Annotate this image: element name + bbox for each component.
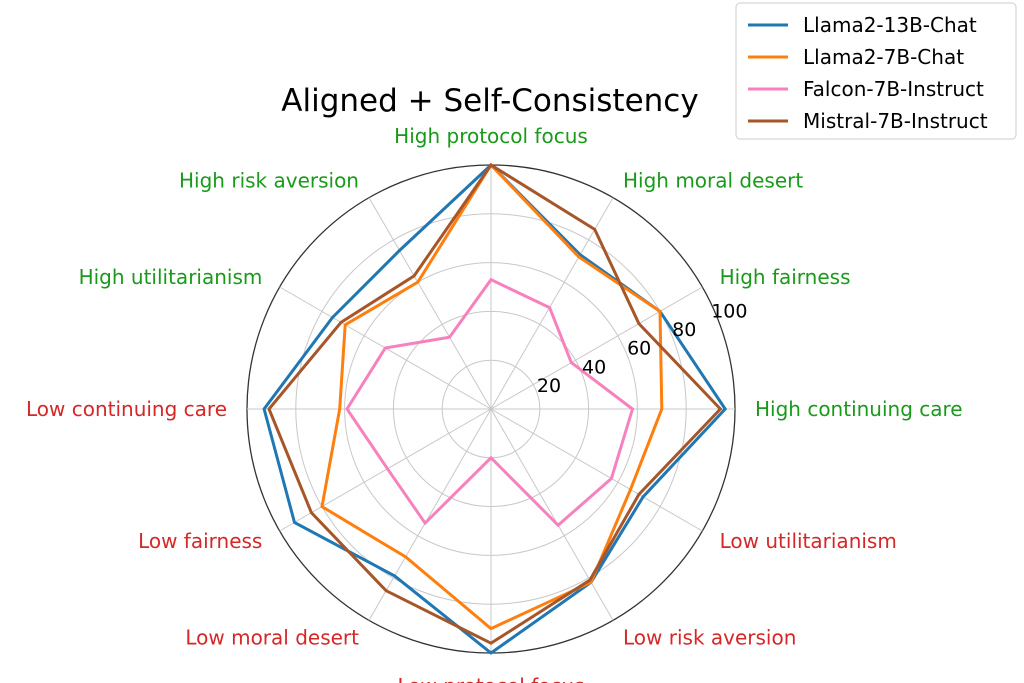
radial-tick-labels: 20 40 60 80 100 bbox=[537, 300, 748, 397]
category-label: Low utilitarianism bbox=[720, 529, 897, 553]
category-label: Low risk aversion bbox=[623, 626, 796, 650]
category-label: Low moral desert bbox=[185, 626, 359, 650]
category-label: High risk aversion bbox=[179, 168, 359, 192]
radar-grid bbox=[246, 164, 736, 654]
radial-tick-label: 80 bbox=[672, 319, 696, 341]
category-label: Low fairness bbox=[138, 529, 262, 553]
radial-tick-label: 60 bbox=[627, 338, 651, 360]
grid-spoke bbox=[368, 197, 492, 410]
category-label: Low protocol focus bbox=[397, 674, 584, 683]
legend-label: Llama2-7B-Chat bbox=[803, 45, 964, 69]
series-line-mistral-7b-instruct bbox=[267, 162, 723, 645]
radial-tick-label: 20 bbox=[537, 375, 561, 397]
legend: Llama2-13B-Chat Llama2-7B-Chat Falcon-7B-I… bbox=[735, 2, 1017, 140]
grid-spoke bbox=[490, 408, 703, 532]
category-label: High fairness bbox=[720, 265, 851, 289]
category-label: High continuing care bbox=[755, 397, 963, 421]
category-label: High moral desert bbox=[623, 168, 803, 192]
grid-spoke bbox=[368, 408, 492, 621]
category-label: Low continuing care bbox=[26, 397, 227, 421]
radial-tick-label: 40 bbox=[582, 356, 606, 378]
grid-spoke bbox=[279, 408, 492, 532]
series-line-falcon-7b-instruct bbox=[345, 277, 635, 528]
grid-spoke bbox=[490, 197, 614, 410]
category-labels: High continuing care High fairness High mo… bbox=[26, 124, 963, 683]
category-label: High protocol focus bbox=[394, 124, 588, 148]
chart-title: Aligned + Self-Consistency bbox=[281, 83, 698, 119]
grid-spoke bbox=[490, 286, 703, 410]
legend-label: Mistral-7B-Instruct bbox=[803, 109, 988, 133]
category-label: High utilitarianism bbox=[79, 265, 263, 289]
grid-spoke bbox=[490, 408, 614, 621]
legend-label: Falcon-7B-Instruct bbox=[803, 77, 984, 101]
radial-tick-label: 100 bbox=[711, 300, 747, 322]
legend-box bbox=[735, 2, 1017, 140]
series-line-llama2-7b-chat bbox=[320, 162, 664, 631]
legend-label: Llama2-13B-Chat bbox=[803, 13, 977, 37]
series-group bbox=[262, 162, 728, 655]
